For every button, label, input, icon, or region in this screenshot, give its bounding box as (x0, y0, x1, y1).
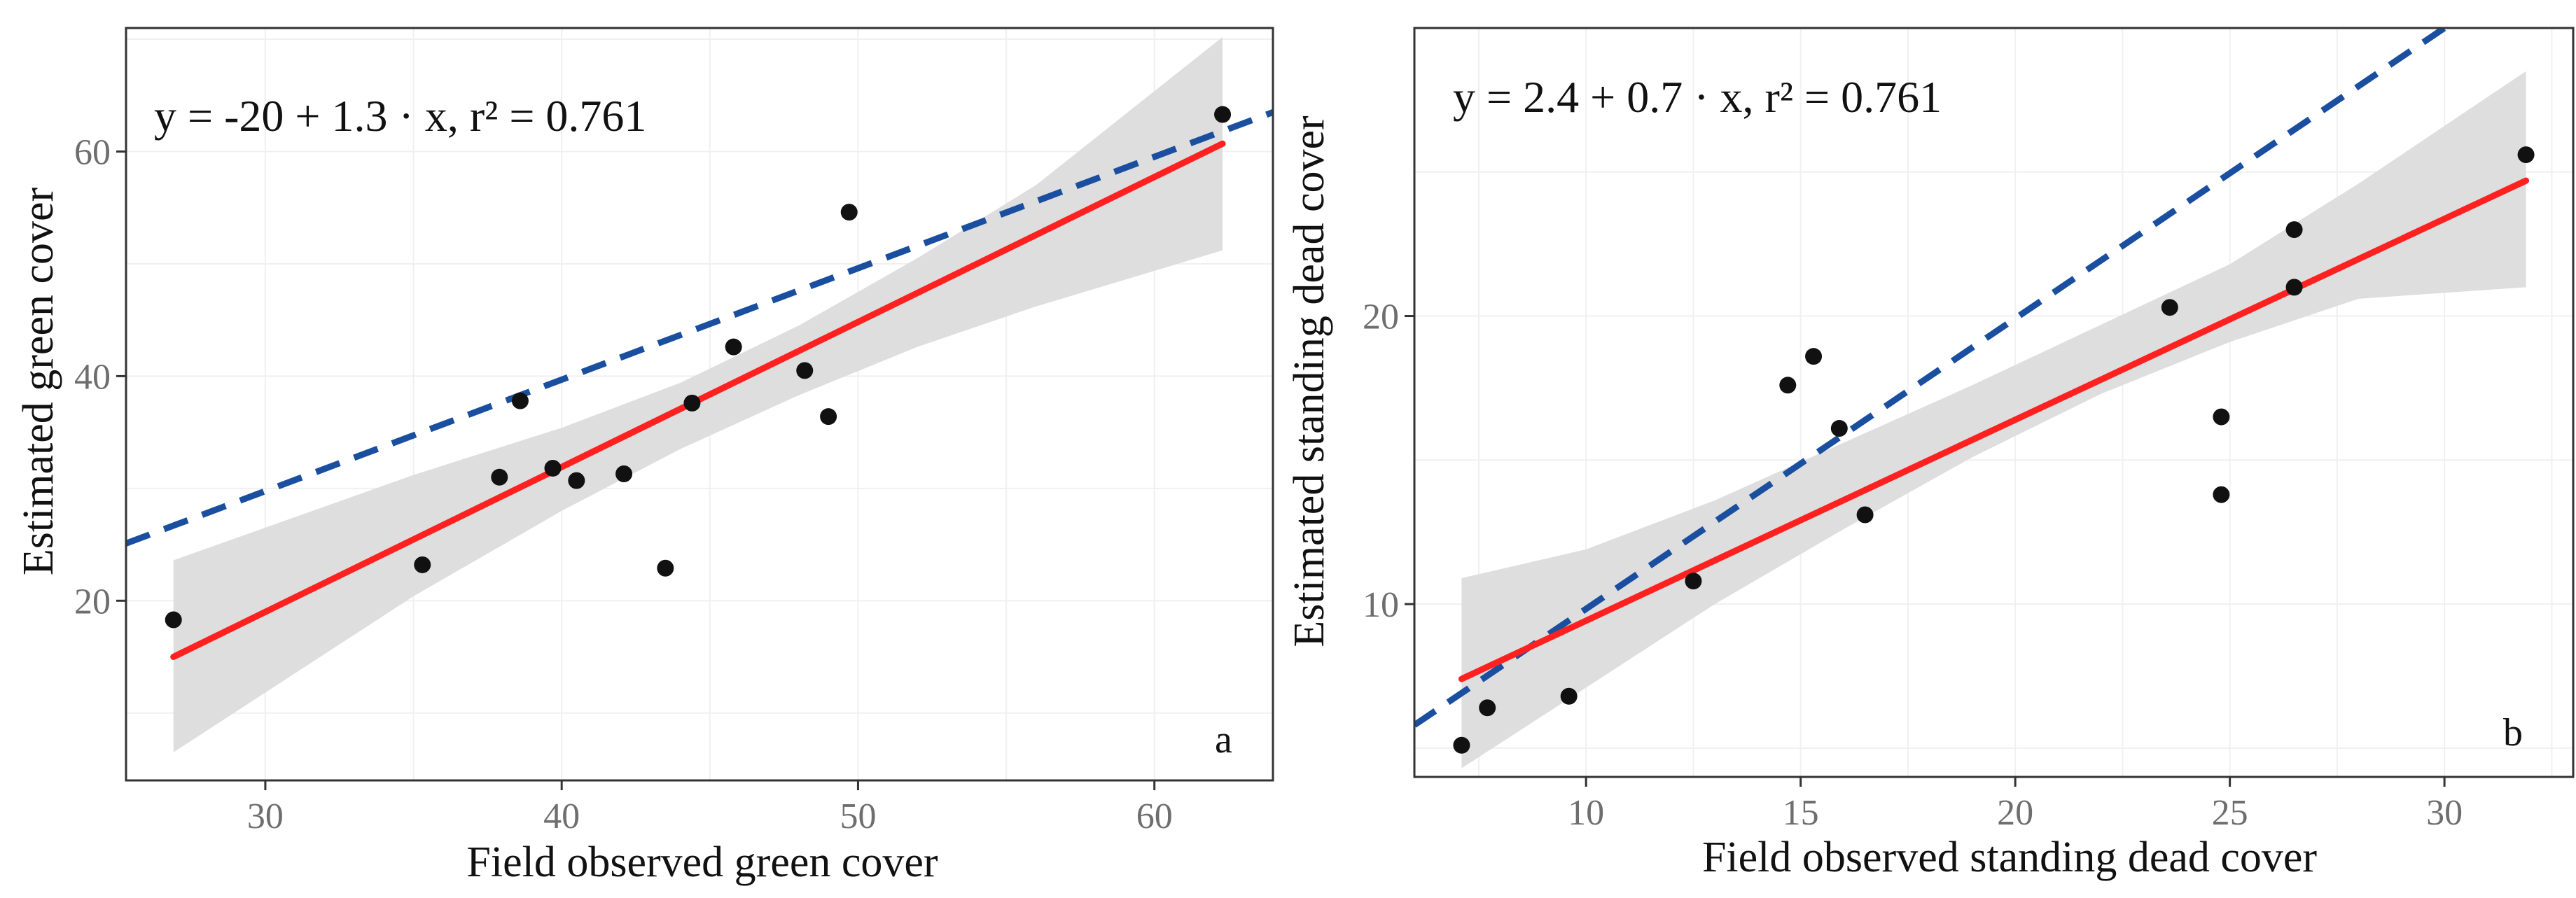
dashed-line-a (126, 109, 1273, 547)
data-point-a (568, 472, 585, 489)
x-tick-label-b: 25 (2212, 793, 2248, 833)
y-axis-title-a: Estimated green cover (15, 187, 62, 575)
x-ticks-b: 10 15 20 25 30 (1568, 777, 2463, 833)
data-point-b (2285, 221, 2303, 239)
x-tick-label-a: 60 (1136, 797, 1173, 836)
x-tick-label-b: 20 (1997, 793, 2033, 833)
x-ticks-a: 30 40 50 60 (247, 780, 1173, 836)
y-ticks-b: 10 20 (1363, 297, 1414, 625)
dashed-line-b (1414, 28, 2446, 728)
data-point-a (683, 394, 701, 412)
data-point-b (1560, 687, 1578, 705)
confidence-band-b (1461, 71, 2526, 769)
data-point-a (615, 465, 633, 482)
data-point-b (1453, 736, 1470, 754)
x-tick-label-b: 15 (1783, 793, 1819, 833)
chart-panel-b: 10 15 20 25 30 10 20 y = 2.4 + 0.7 · x, r² = … (1286, 27, 2575, 881)
data-point-b (2213, 486, 2230, 503)
data-point-a (657, 559, 674, 577)
y-axis-title-b: Estimated standing dead cover (1286, 115, 1333, 647)
data-point-a (840, 204, 858, 221)
data-point-b (2161, 299, 2178, 316)
data-point-a (796, 362, 814, 379)
equation-a: y = -20 + 1.3 · x, r² = 0.761 (154, 91, 646, 141)
data-point-a (414, 556, 431, 573)
x-axis-title-b: Field observed standing dead cover (1702, 834, 2317, 881)
y-tick-label-a: 20 (74, 582, 111, 622)
plot-frame-a (125, 27, 1274, 782)
y-tick-label-b: 10 (1363, 585, 1399, 625)
x-axis-title-a: Field observed green cover (466, 839, 938, 886)
data-point-b (2213, 408, 2230, 426)
x-tick-label-b: 30 (2426, 793, 2463, 833)
equation-b: y = 2.4 + 0.7 · x, r² = 0.761 (1453, 72, 1942, 122)
data-point-b (1685, 573, 1702, 590)
data-point-a (544, 459, 562, 477)
data-point-a (511, 392, 529, 409)
data-points-b (1453, 146, 2535, 754)
plot-frame-b (1413, 27, 2575, 778)
y-tick-label-a: 60 (74, 132, 111, 172)
y-tick-label-b: 20 (1363, 297, 1399, 337)
data-point-b (1779, 377, 1797, 394)
data-point-b (1805, 348, 1823, 365)
data-point-b (1479, 699, 1496, 717)
confidence-band-a (173, 36, 1223, 752)
data-point-b (1830, 420, 1848, 437)
data-point-b (1856, 506, 1874, 524)
regression-line-b (1458, 177, 2530, 682)
x-tick-label-a: 50 (840, 797, 876, 836)
x-tick-label-a: 30 (247, 797, 284, 836)
data-point-a (1214, 106, 1232, 123)
chart-panel-a: 30 40 50 60 20 40 60 y = -20 + 1.3 · x, r² = … (15, 27, 1274, 886)
data-point-b (2285, 279, 2303, 296)
x-tick-label-b: 10 (1568, 793, 1604, 833)
data-point-b (2517, 146, 2535, 164)
data-point-a (491, 468, 508, 486)
panel-label-a: a (1215, 718, 1232, 762)
data-point-a (820, 408, 837, 426)
panel-label-b: b (2503, 711, 2523, 755)
y-tick-label-a: 40 (74, 357, 111, 397)
y-ticks-a: 20 40 60 (74, 132, 126, 622)
data-point-a (165, 611, 182, 629)
data-points-a (165, 106, 1232, 629)
data-point-a (725, 338, 742, 356)
x-tick-label-a: 40 (543, 797, 580, 836)
